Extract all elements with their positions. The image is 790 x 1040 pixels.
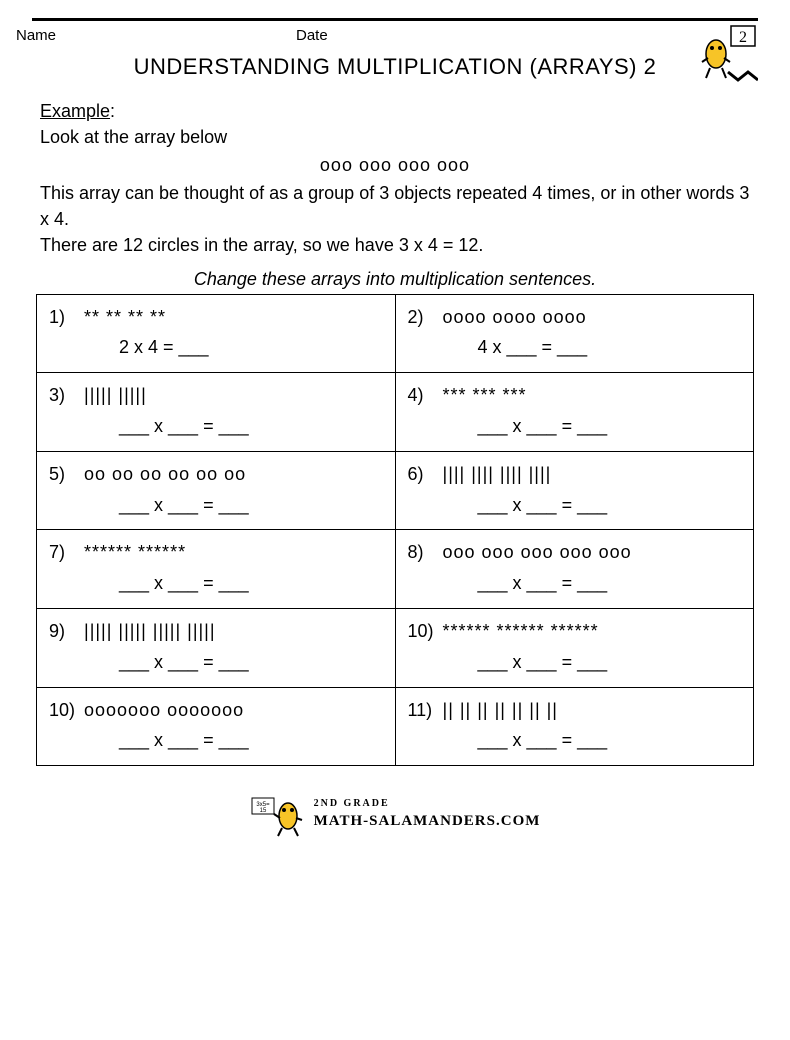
grade-number: 2 xyxy=(739,29,747,46)
svg-text:15: 15 xyxy=(259,808,266,814)
salamander-logo-icon: 2 xyxy=(698,24,758,87)
example-line3: There are 12 circles in the array, so we… xyxy=(40,232,750,258)
question-array: ooo ooo ooo ooo ooo xyxy=(443,542,632,562)
question-cell: 6) |||| |||| |||| |||| ___ x ___ = ___ xyxy=(396,452,754,530)
answer-line: 2 x 4 = ___ xyxy=(49,333,385,362)
question-cell: 2) oooo oooo oooo 4 x ___ = ___ xyxy=(396,295,754,373)
question-array: |||| |||| |||| |||| xyxy=(443,464,552,484)
question-cell: 3) ||||| ||||| ___ x ___ = ___ xyxy=(37,373,396,451)
example-label: Example xyxy=(40,101,110,121)
answer-line: ___ x ___ = ___ xyxy=(49,569,385,598)
question-array: ** ** ** ** xyxy=(84,307,166,327)
question-array: ||||| ||||| xyxy=(84,385,147,405)
instruction: Change these arrays into multiplication … xyxy=(0,269,790,290)
footer-site: MATH-SALAMANDERS.COM xyxy=(314,811,541,832)
question-number: 7) xyxy=(49,538,79,567)
footer-text: 2ND GRADE MATH-SALAMANDERS.COM xyxy=(314,797,541,832)
question-array: ****** ****** ****** xyxy=(443,621,599,641)
title-row: UNDERSTANDING MULTIPLICATION (ARRAYS) 2 … xyxy=(32,54,758,80)
question-cell: 5) oo oo oo oo oo oo ___ x ___ = ___ xyxy=(37,452,396,530)
date-label: Date xyxy=(296,27,328,44)
footer-logo: 3x5= 15 2ND GRADE MATH-SALAMANDERS.COM xyxy=(250,790,541,838)
question-number: 10) xyxy=(49,696,79,725)
footer-grade: 2ND GRADE xyxy=(314,797,541,811)
answer-line: ___ x ___ = ___ xyxy=(408,491,744,520)
grid-row: 3) ||||| ||||| ___ x ___ = ___ 4) *** **… xyxy=(37,373,753,452)
question-number: 2) xyxy=(408,303,438,332)
question-number: 8) xyxy=(408,538,438,567)
answer-line: ___ x ___ = ___ xyxy=(49,726,385,755)
question-number: 6) xyxy=(408,460,438,489)
question-array: ||||| ||||| ||||| ||||| xyxy=(84,621,216,641)
grid-row: 1) ** ** ** ** 2 x 4 = ___ 2) oooo oooo … xyxy=(37,295,753,374)
question-number: 5) xyxy=(49,460,79,489)
question-cell: 7) ****** ****** ___ x ___ = ___ xyxy=(37,530,396,608)
question-grid: 1) ** ** ** ** 2 x 4 = ___ 2) oooo oooo … xyxy=(36,294,754,767)
example-line1: Look at the array below xyxy=(40,124,750,150)
question-array: oo oo oo oo oo oo xyxy=(84,464,246,484)
example-line2: This array can be thought of as a group … xyxy=(40,180,750,232)
question-cell: 4) *** *** *** ___ x ___ = ___ xyxy=(396,373,754,451)
question-array: ****** ****** xyxy=(84,542,186,562)
question-number: 11) xyxy=(408,696,438,725)
footer: 3x5= 15 2ND GRADE MATH-SALAMANDERS.COM xyxy=(0,790,790,843)
question-number: 10) xyxy=(408,617,438,646)
answer-line: ___ x ___ = ___ xyxy=(408,412,744,441)
page-title: UNDERSTANDING MULTIPLICATION (ARRAYS) 2 xyxy=(134,54,657,80)
question-cell: 8) ooo ooo ooo ooo ooo ___ x ___ = ___ xyxy=(396,530,754,608)
example-array: ooo ooo ooo ooo xyxy=(40,152,750,178)
answer-line: ___ x ___ = ___ xyxy=(49,648,385,677)
question-number: 4) xyxy=(408,381,438,410)
answer-line: ___ x ___ = ___ xyxy=(49,491,385,520)
question-array: || || || || || || || xyxy=(443,700,558,720)
answer-line: ___ x ___ = ___ xyxy=(408,726,744,755)
answer-line: 4 x ___ = ___ xyxy=(408,333,744,362)
question-number: 3) xyxy=(49,381,79,410)
question-cell: 9) ||||| ||||| ||||| ||||| ___ x ___ = _… xyxy=(37,609,396,687)
question-array: oooo oooo oooo xyxy=(443,307,587,327)
question-cell: 1) ** ** ** ** 2 x 4 = ___ xyxy=(37,295,396,373)
question-cell: 10) ****** ****** ****** ___ x ___ = ___ xyxy=(396,609,754,687)
question-cell: 11) || || || || || || || ___ x ___ = ___ xyxy=(396,688,754,766)
question-number: 1) xyxy=(49,303,79,332)
example-block: Example: Look at the array below ooo ooo… xyxy=(40,98,750,259)
question-cell: 10) ooooooo ooooooo ___ x ___ = ___ xyxy=(37,688,396,766)
answer-line: ___ x ___ = ___ xyxy=(408,648,744,677)
answer-line: ___ x ___ = ___ xyxy=(49,412,385,441)
question-array: *** *** *** xyxy=(443,385,527,405)
grid-row: 10) ooooooo ooooooo ___ x ___ = ___ 11) … xyxy=(37,688,753,766)
name-date-row: Name Date xyxy=(0,21,790,44)
salamander-footer-icon: 3x5= 15 xyxy=(250,790,306,838)
answer-line: ___ x ___ = ___ xyxy=(408,569,744,598)
grid-row: 7) ****** ****** ___ x ___ = ___ 8) ooo … xyxy=(37,530,753,609)
grid-row: 9) ||||| ||||| ||||| ||||| ___ x ___ = _… xyxy=(37,609,753,688)
name-label: Name xyxy=(16,27,296,44)
question-number: 9) xyxy=(49,617,79,646)
grid-row: 5) oo oo oo oo oo oo ___ x ___ = ___ 6) … xyxy=(37,452,753,531)
question-array: ooooooo ooooooo xyxy=(84,700,244,720)
